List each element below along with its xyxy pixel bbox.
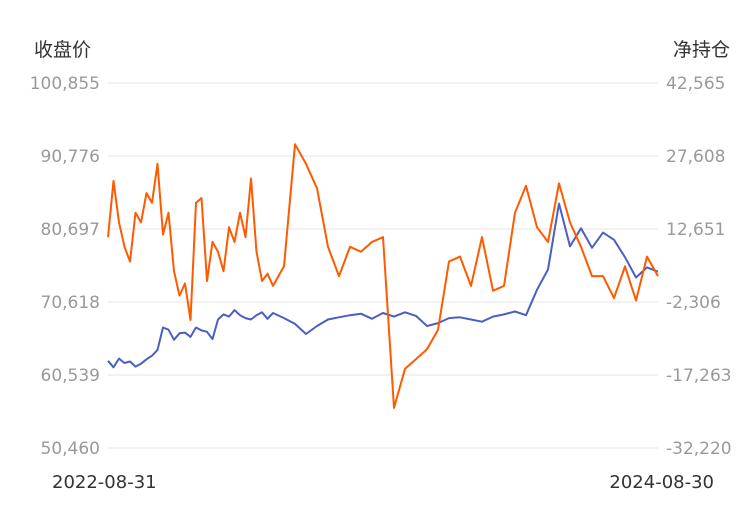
x-axis-start-label: 2022-08-31 <box>52 472 157 493</box>
left-axis-tick-label: 50,460 <box>41 439 100 459</box>
right-axis-tick-label: -17,263 <box>666 366 732 386</box>
left-axis-tick-label: 90,776 <box>41 147 100 167</box>
left-axis-tick-label: 70,618 <box>41 293 100 313</box>
right-axis-tick-label: -32,220 <box>666 439 732 459</box>
right-axis-ticks: 42,565 27,608 12,651 -2,306 -17,263 -32,220 <box>666 74 732 459</box>
right-axis-tick-label: 12,651 <box>666 220 725 240</box>
right-axis-title: 净持仓 <box>673 39 730 61</box>
left-axis-ticks: 100,855 90,776 80,697 70,618 60,539 50,460 <box>30 74 100 459</box>
left-axis-tick-label: 60,539 <box>41 366 100 386</box>
close-price-line <box>107 202 659 369</box>
gridlines <box>108 82 658 449</box>
left-axis-tick-label: 100,855 <box>30 74 100 94</box>
net-position-line <box>107 143 659 409</box>
left-axis-title: 收盘价 <box>34 39 91 61</box>
left-axis-tick-label: 80,697 <box>41 220 100 240</box>
x-axis-end-label: 2024-08-30 <box>609 472 714 493</box>
right-axis-tick-label: -2,306 <box>666 293 721 313</box>
right-axis-tick-label: 27,608 <box>666 147 725 167</box>
right-axis-tick-label: 42,565 <box>666 74 725 94</box>
